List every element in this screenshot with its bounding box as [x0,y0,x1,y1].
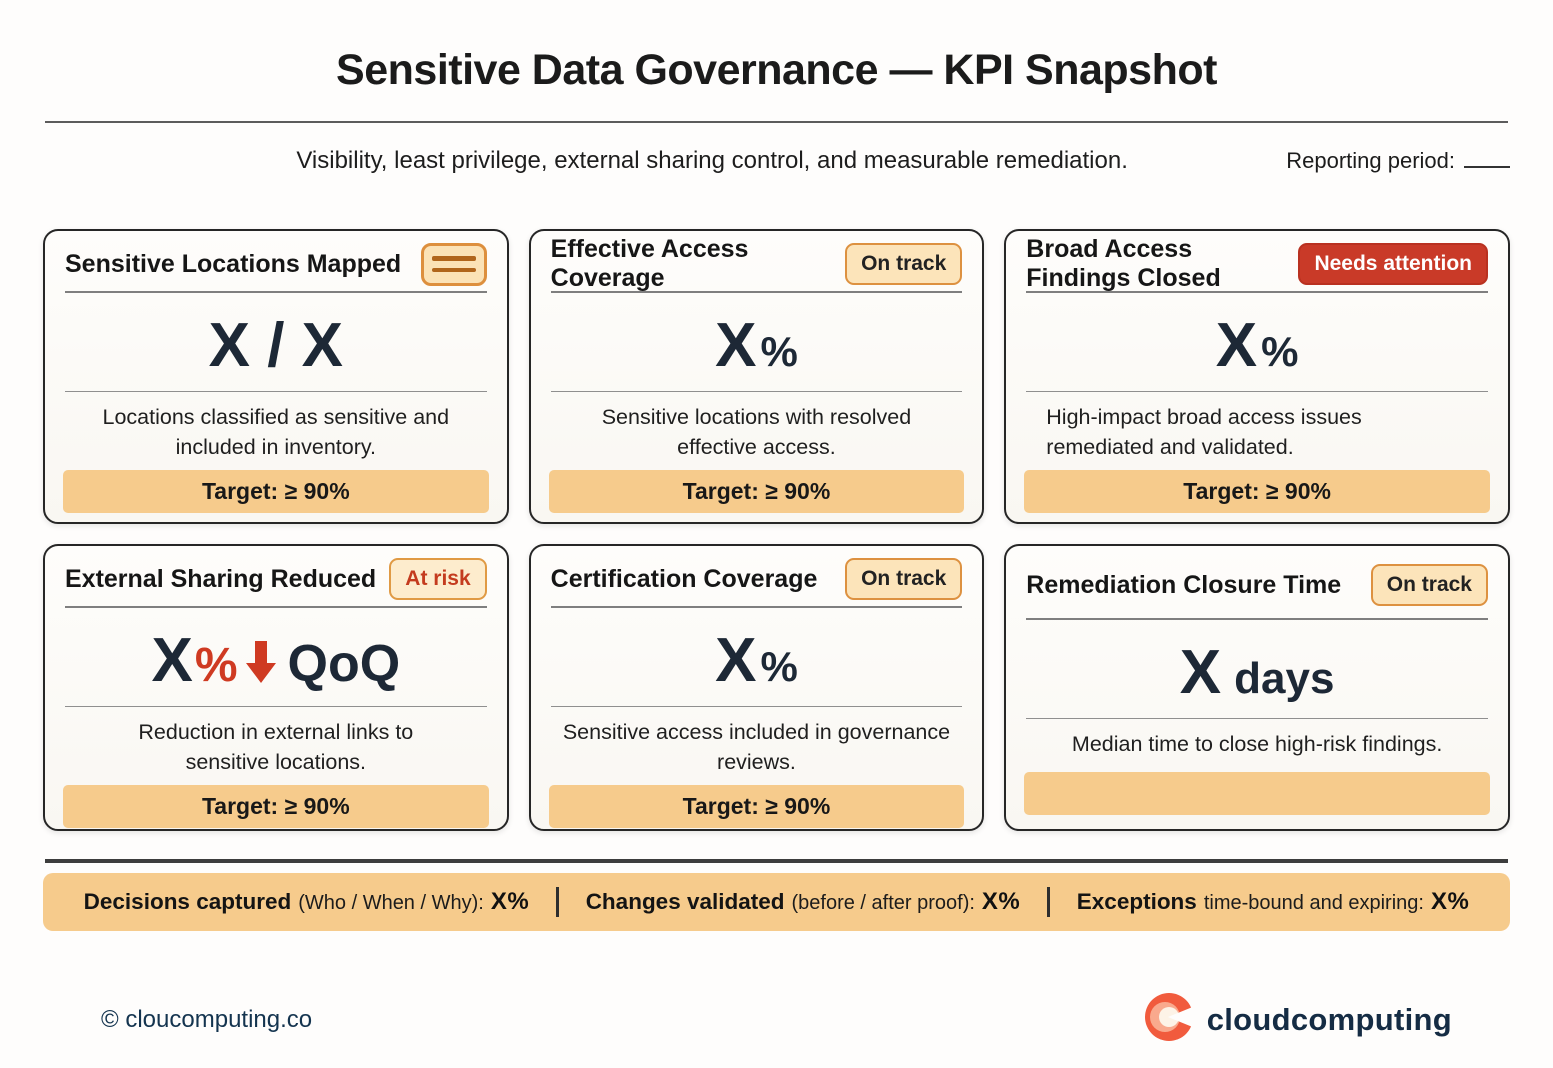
brand-name: cloudcomputing [1206,1001,1452,1037]
kpi-value: X days [1024,620,1490,718]
status-badge: At risk [389,558,487,600]
card-divider [65,391,487,392]
kpi-value: X % [549,608,965,706]
kpi-value-unit: % [760,328,798,375]
card-divider [65,606,487,608]
page-subtitle: Visibility, least privilege, external sh… [296,147,1128,174]
segment-detail: time-bound and expiring: [1203,892,1424,914]
segment-value: X% [1430,888,1470,915]
kpi-card-external-sharing-reduced: External Sharing Reduced At risk X % QoQ… [43,544,509,831]
status-badge: On track [845,558,963,600]
segment-label: Changes validated [585,889,785,914]
segment-value: X% [981,888,1021,915]
target-bar: Target: ≥ 90% [1024,470,1490,514]
card-header: External Sharing Reduced At risk [63,556,489,606]
kpi-card-sensitive-locations-mapped: Sensitive Locations Mapped X / X Locatio… [43,229,509,524]
kpi-value: X % [549,293,965,391]
card-title: External Sharing Reduced [65,564,377,593]
card-header: Certification Coverage On track [549,556,965,606]
kpi-value-main: X [1179,638,1222,707]
summary-banner: Decisions captured (Who / When / Why): X… [43,873,1510,931]
kpi-description: Sensitive access included in governance … [562,720,951,774]
card-title: Effective Access Coverage [550,235,749,292]
card-divider [65,291,487,293]
kpi-value-unit: % [760,643,798,690]
kpi-value-suffix: QoQ [287,635,401,693]
segment-detail: (before / after proof): [791,892,975,914]
kpi-value-unit: % [1261,328,1299,375]
card-divider [550,291,963,293]
card-divider [1026,718,1488,719]
page-footer: © cloucomputing.co cloudcomputing [101,991,1452,1048]
kpi-value-unit: days [1234,654,1335,703]
kpi-description: High-impact broad access issues remediat… [1046,405,1362,459]
menu-bar [431,267,476,272]
card-title: Sensitive Locations Mapped [65,249,402,278]
status-badge: On track [845,243,963,285]
card-header: Broad Access Findings Closed Needs atten… [1024,235,1490,292]
kpi-description: Sensitive locations with resolved effect… [601,405,912,459]
banner-divider [45,859,1508,863]
banner-segment-decisions: Decisions captured (Who / When / Why): X… [84,888,530,916]
kpi-value: X % QoQ [63,608,489,706]
kpi-description: Locations classified as sensitive and in… [102,405,450,459]
target-bar: Target: ≥ 90% [548,470,965,514]
kpi-card-certification-coverage: Certification Coverage On track X % Sens… [528,544,985,831]
kpi-value-main: X [715,626,757,695]
target-bar: Target: ≥ 90% [548,785,965,829]
banner-segment-changes: Changes validated (before / after proof)… [586,888,1021,916]
down-arrow-icon [245,639,276,689]
copyright-text: © cloucomputing.co [101,1005,313,1033]
target-bar [1024,772,1490,815]
menu-bar [431,256,476,261]
card-divider [550,391,963,392]
banner-separator [556,887,559,917]
kpi-card-effective-access-coverage: Effective Access Coverage On track X % S… [528,229,985,524]
card-title: Certification Coverage [550,564,818,593]
kpi-value-main: X [151,626,193,695]
card-title: Remediation Closure Time [1026,570,1342,599]
banner-segment-exceptions: Exceptions time-bound and expiring: X% [1077,888,1470,916]
subtitle-row: Visibility, least privilege, external sh… [43,147,1510,175]
page-title: Sensitive Data Governance — KPI Snapshot [336,46,1217,94]
reporting-period: Reporting period: [1286,148,1510,174]
segment-value: X% [490,888,530,915]
kpi-value-main: X / X [208,311,344,380]
segment-label: Decisions captured [83,889,292,914]
brand-logo: cloudcomputing [1143,991,1452,1048]
kpi-value: X / X [63,293,489,391]
banner-separator [1047,887,1050,917]
card-divider [65,706,487,707]
reporting-period-label: Reporting period: [1286,148,1455,173]
kpi-card-remediation-closure-time: Remediation Closure Time On track X days… [1004,544,1510,831]
segment-detail: (Who / When / Why): [298,892,484,914]
target-bar: Target: ≥ 90% [63,785,489,829]
kpi-description: Reduction in external links to sensitive… [138,720,414,774]
card-header: Sensitive Locations Mapped [63,241,489,291]
menu-lines-icon [420,242,487,286]
card-divider [550,706,963,707]
kpi-card-grid: Sensitive Locations Mapped X / X Locatio… [43,229,1510,831]
kpi-value: X % [1024,293,1490,391]
status-badge: Needs attention [1298,243,1488,285]
cloudcomputing-logo-icon [1143,991,1195,1048]
kpi-description: Median time to close high-risk findings. [1071,732,1443,756]
card-divider [1026,391,1488,392]
reporting-period-blank [1464,153,1510,168]
card-title: Broad Access Findings Closed [1026,235,1221,292]
kpi-value-main: X [1215,311,1258,380]
card-divider [1026,291,1488,293]
card-divider [550,606,963,608]
target-bar: Target: ≥ 90% [63,470,489,514]
title-divider [45,121,1508,123]
status-badge: On track [1370,564,1488,606]
card-header: Effective Access Coverage On track [549,235,965,292]
card-header: Remediation Closure Time On track [1024,556,1490,618]
segment-label: Exceptions [1076,889,1197,914]
kpi-value-percent: % [194,639,238,692]
kpi-card-broad-access-findings-closed: Broad Access Findings Closed Needs atten… [1004,229,1510,524]
kpi-value-main: X [715,311,757,380]
card-divider [1026,618,1488,620]
